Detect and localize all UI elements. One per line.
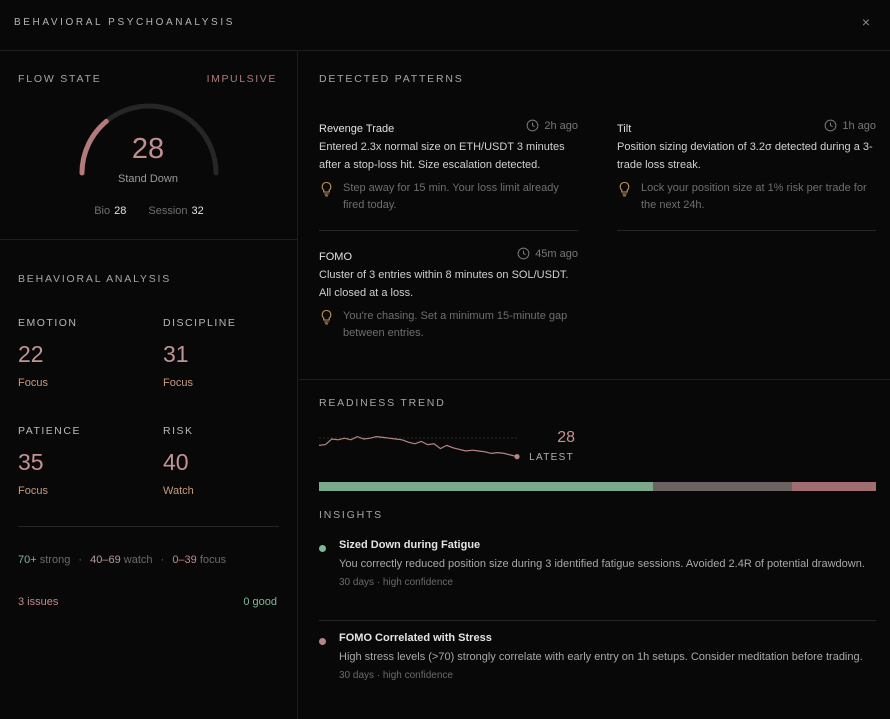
pattern-time: 45m ago: [517, 247, 578, 260]
metric-emotion: EMOTION 22 Focus: [18, 317, 138, 389]
legend-separator: ·: [160, 554, 165, 566]
pattern-description: Cluster of 3 entries within 8 minutes on…: [319, 269, 569, 299]
metric-name: EMOTION: [18, 317, 78, 329]
pattern-time-text: 45m ago: [535, 247, 578, 260]
legend-separator: ·: [78, 554, 83, 566]
distribution-segment-watch: [653, 482, 793, 491]
header-bar: BEHAVIORAL PSYCHOANALYSIS ×: [0, 0, 890, 51]
divider: [319, 230, 578, 231]
flow-state-score: 28: [131, 133, 165, 165]
latest-label: LATEST: [529, 452, 574, 463]
pattern-card-fomo[interactable]: FOMO 45m ago Cluster of 3 entries within…: [319, 247, 578, 342]
metric-patience: PATIENCE 35 Focus: [18, 425, 138, 497]
left-panel: FLOW STATE IMPULSIVE 28 Stand Down Bio 28…: [0, 51, 298, 719]
flow-state-badge: IMPULSIVE: [206, 73, 277, 85]
pattern-card-tilt[interactable]: Tilt 1h ago Position sizing deviation of…: [617, 119, 876, 214]
insight-description: High stress levels (>70) strongly correl…: [339, 651, 863, 663]
legend-strong-range: 70+: [18, 554, 37, 566]
pattern-time: 2h ago: [526, 119, 578, 132]
latest-value: 28: [557, 429, 575, 446]
metric-discipline: DISCIPLINE 31 Focus: [163, 317, 283, 389]
pattern-tip: Lock your position size at 1% risk per t…: [617, 180, 876, 214]
insight-title: Sized Down during Fatigue: [339, 539, 481, 551]
metric-value: 31: [163, 341, 189, 367]
divider: [299, 379, 890, 380]
divider: [617, 230, 876, 231]
lightbulb-icon: [321, 309, 332, 325]
right-panel: DETECTED PATTERNS Revenge Trade 2h ago E…: [299, 51, 890, 719]
divider: [18, 526, 279, 527]
pattern-tip: Step away for 15 min. Your loss limit al…: [319, 180, 578, 214]
close-button[interactable]: ×: [861, 14, 871, 30]
insight-description: You correctly reduced position size duri…: [339, 558, 865, 570]
insight-item[interactable]: FOMO Correlated with Stress High stress …: [319, 632, 876, 681]
readiness-distribution-bar: [319, 482, 876, 491]
legend-watch-word: watch: [123, 554, 153, 566]
pattern-tip-text: Step away for 15 min. Your loss limit al…: [343, 182, 559, 211]
sparkline-latest-dot: [514, 454, 520, 460]
legend-focus-range: 0–39: [172, 554, 197, 566]
pattern-tip-text: Lock your position size at 1% risk per t…: [641, 182, 867, 211]
insight-status-dot: [319, 638, 326, 645]
flow-state-label: FLOW STATE: [18, 73, 102, 85]
metric-name: RISK: [163, 425, 194, 437]
clock-icon: [824, 119, 837, 132]
divider: [319, 620, 876, 621]
good-count[interactable]: 0 good: [243, 596, 277, 608]
legend-watch-range: 40–69: [90, 554, 121, 566]
metric-tag: Focus: [163, 377, 193, 389]
insights-label: INSIGHTS: [319, 509, 383, 521]
metric-risk: RISK 40 Watch: [163, 425, 283, 497]
score-legend: 70+ strong · 40–69 watch · 0–39 focus: [18, 554, 226, 566]
legend-focus-word: focus: [199, 554, 227, 566]
flow-state-gauge: [79, 103, 219, 176]
bio-label: Bio: [94, 205, 111, 217]
distribution-segment-focus: [792, 482, 876, 491]
clock-icon: [517, 247, 530, 260]
metric-value: 22: [18, 341, 44, 367]
pattern-tip: You're chasing. Set a minimum 15-minute …: [319, 308, 578, 342]
clock-icon: [526, 119, 539, 132]
pattern-title: FOMO: [319, 251, 352, 263]
insight-item[interactable]: Sized Down during Fatigue You correctly …: [319, 539, 876, 588]
session-value: 32: [191, 205, 204, 217]
pattern-description: Entered 2.3x normal size on ETH/USDT 3 m…: [319, 141, 565, 171]
metric-name: PATIENCE: [18, 425, 81, 437]
divider: [0, 239, 298, 240]
pattern-title: Revenge Trade: [319, 123, 395, 135]
metric-name: DISCIPLINE: [163, 317, 237, 329]
pattern-card-revenge-trade[interactable]: Revenge Trade 2h ago Entered 2.3x normal…: [319, 119, 578, 214]
pattern-tip-text: You're chasing. Set a minimum 15-minute …: [343, 310, 568, 339]
insight-title: FOMO Correlated with Stress: [339, 632, 492, 644]
pattern-title: Tilt: [617, 123, 632, 135]
flow-state-status: Stand Down: [118, 173, 178, 185]
bio-value: 28: [114, 205, 127, 217]
insight-status-dot: [319, 545, 326, 552]
metric-tag: Focus: [18, 485, 48, 497]
metric-value: 40: [163, 449, 189, 475]
legend-strong-word: strong: [39, 554, 71, 566]
session-label: Session: [148, 205, 188, 217]
distribution-segment-strong: [319, 482, 654, 491]
behavioral-analysis-label: BEHAVIORAL ANALYSIS: [18, 273, 172, 285]
flow-subscores: Bio 28 Session 32: [0, 205, 298, 217]
page-title: BEHAVIORAL PSYCHOANALYSIS: [14, 17, 235, 28]
pattern-time: 1h ago: [824, 119, 876, 132]
lightbulb-icon: [321, 181, 332, 197]
metric-value: 35: [18, 449, 44, 475]
pattern-time-text: 2h ago: [544, 119, 578, 132]
sparkline-path: [319, 435, 518, 458]
pattern-time-text: 1h ago: [842, 119, 876, 132]
pattern-description: Position sizing deviation of 3.2σ detect…: [617, 141, 873, 171]
metric-tag: Watch: [163, 485, 194, 497]
gauge-fill: [79, 118, 109, 176]
insight-meta: 30 days · high confidence: [339, 670, 453, 681]
readiness-trend-label: READINESS TREND: [319, 397, 446, 409]
detected-patterns-label: DETECTED PATTERNS: [319, 73, 464, 85]
readiness-sparkline: [319, 435, 520, 460]
issues-count[interactable]: 3 issues: [18, 596, 59, 608]
lightbulb-icon: [619, 181, 630, 197]
metric-tag: Focus: [18, 377, 48, 389]
insight-meta: 30 days · high confidence: [339, 577, 453, 588]
